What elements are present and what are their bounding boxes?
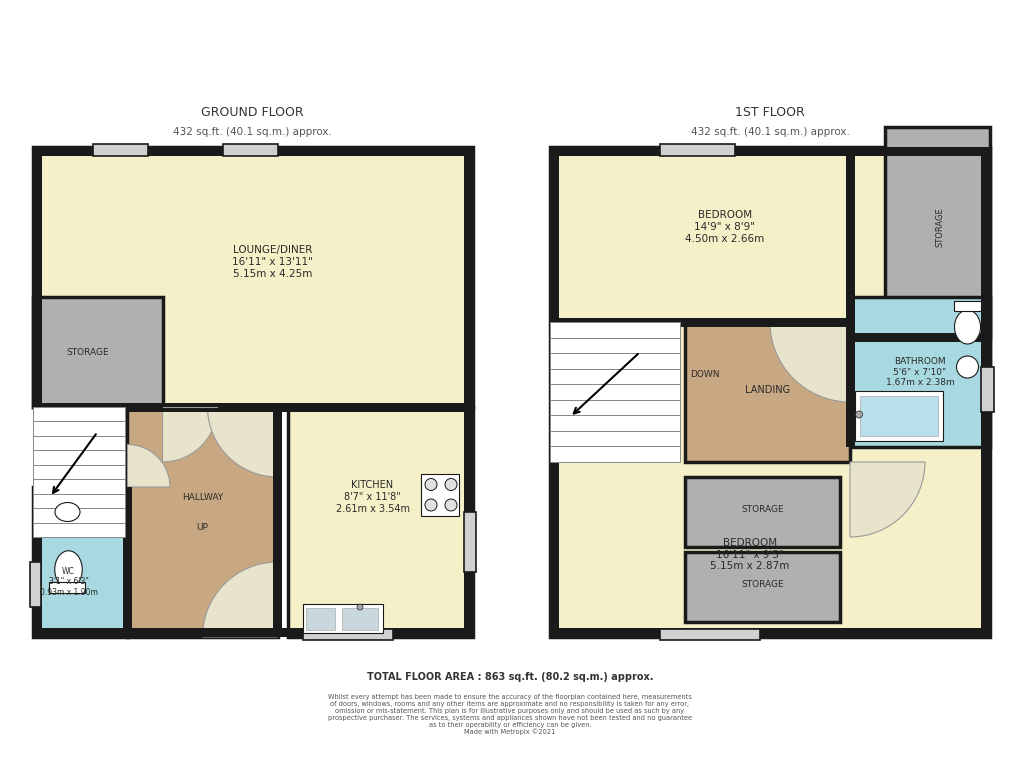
Text: 432 sq.ft. (40.1 sq.m.) approx.: 432 sq.ft. (40.1 sq.m.) approx. [173,127,331,137]
Text: KITCHEN
8'7" x 11'8"
2.61m x 3.54m: KITCHEN 8'7" x 11'8" 2.61m x 3.54m [335,481,409,513]
Text: STORAGE: STORAGE [741,580,783,589]
Bar [849,332,989,341]
Bar [421,473,459,516]
Text: STORAGE: STORAGE [66,347,109,357]
Circle shape [425,478,436,491]
Text: BEDROOM
14'9" x 8'9"
4.50m x 2.66m: BEDROOM 14'9" x 8'9" 4.50m x 2.66m [685,210,764,244]
Bar [884,127,989,337]
Ellipse shape [55,551,83,588]
Bar [549,147,558,637]
Bar [463,147,472,637]
Ellipse shape [954,310,979,344]
Bar [549,447,680,462]
Bar [306,608,334,630]
Bar [341,608,377,630]
Bar [659,144,735,156]
Text: 1ST FLOOR: 1ST FLOOR [735,107,804,120]
Bar [33,436,125,450]
Wedge shape [849,462,924,537]
Bar [303,604,382,633]
Bar [93,144,148,156]
Wedge shape [162,407,217,462]
Bar [980,367,993,412]
Bar [33,147,472,407]
Bar [659,628,759,640]
Bar [33,297,162,407]
Bar [33,422,125,436]
Text: HALLWAY: HALLWAY [181,493,223,501]
Bar [33,450,125,465]
Bar [685,322,849,462]
Bar [33,465,125,479]
Bar [953,301,980,311]
Bar [33,147,472,156]
Bar [685,477,840,547]
Bar [49,582,85,593]
Bar [685,552,840,622]
Bar [33,494,125,508]
Bar [549,322,680,338]
Text: BATHROOM
5'6" x 7'10"
1.67m x 2.38m: BATHROOM 5'6" x 7'10" 1.67m x 2.38m [884,357,954,387]
Circle shape [956,356,977,378]
Text: Whilst every attempt has been made to ensure the accuracy of the floorplan conta: Whilst every attempt has been made to en… [328,693,691,735]
Text: WC
3'1" x 6'3"
0.93m x 1.90m: WC 3'1" x 6'3" 0.93m x 1.90m [40,567,98,597]
Text: DOWN: DOWN [690,370,719,379]
Bar [463,512,476,572]
Bar [303,628,392,640]
Text: STORAGE: STORAGE [741,505,783,514]
Bar [33,147,42,637]
Text: UP: UP [197,522,208,531]
Wedge shape [769,322,849,402]
Bar [549,628,989,637]
Bar [30,562,41,607]
Text: TOTAL FLOOR AREA : 863 sq.ft. (80.2 sq.m.) approx.: TOTAL FLOOR AREA : 863 sq.ft. (80.2 sq.m… [367,672,652,682]
Bar [33,508,125,522]
Text: 432 sq.ft. (40.1 sq.m.) approx.: 432 sq.ft. (40.1 sq.m.) approx. [690,127,849,137]
Circle shape [444,499,457,511]
Ellipse shape [55,503,79,522]
Bar [222,144,277,156]
Bar [845,147,854,322]
Bar [980,147,989,637]
Bar [549,385,680,400]
Bar [33,522,125,537]
Bar [549,369,680,385]
Bar [845,322,854,447]
Bar [549,353,680,369]
Text: LANDING: LANDING [744,385,790,394]
Bar [854,391,942,441]
Bar [33,407,125,422]
Bar [549,338,680,353]
Bar [549,416,680,431]
Circle shape [444,478,457,491]
Text: LOUNGE/DINER
16'11" x 13'11"
5.15m x 4.25m: LOUNGE/DINER 16'11" x 13'11" 5.15m x 4.2… [232,245,313,279]
Text: STORAGE: STORAGE [934,207,944,247]
Circle shape [855,411,862,418]
Bar [549,431,680,447]
Bar [33,403,472,412]
Bar [859,396,936,436]
Bar [33,628,472,637]
Wedge shape [127,444,170,487]
Bar [33,487,127,637]
Bar [127,407,277,637]
Bar [33,479,125,494]
Wedge shape [207,407,277,477]
Circle shape [425,499,436,511]
Text: GROUND FLOOR: GROUND FLOOR [201,107,304,120]
Bar [273,407,281,637]
Wedge shape [203,562,277,637]
Bar [549,147,989,156]
Circle shape [357,604,363,610]
Bar [287,407,472,637]
Bar [549,147,989,637]
Bar [549,317,849,326]
Bar [123,487,131,637]
Bar [549,400,680,416]
Bar [849,297,989,447]
Text: BEDROOM
16'11" x 9'5"
5.15m x 2.87m: BEDROOM 16'11" x 9'5" 5.15m x 2.87m [709,538,789,571]
